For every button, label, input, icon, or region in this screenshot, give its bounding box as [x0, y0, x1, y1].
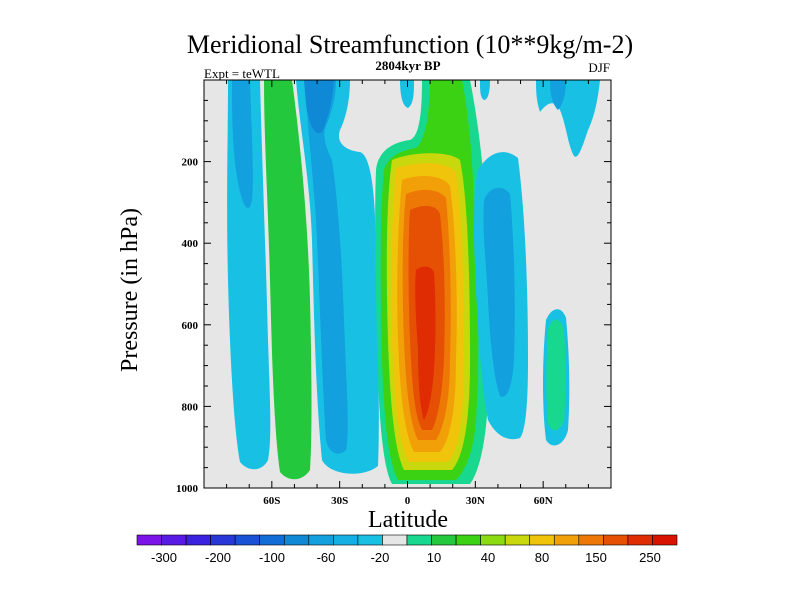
colorbar-swatch: [283, 534, 310, 546]
colorbar-swatch: [382, 534, 408, 546]
y-tick-label: 400: [182, 238, 199, 250]
contour-sh-tropical-blue-core: [304, 80, 334, 134]
chart-left-label: Expt = teWTL: [204, 66, 280, 81]
contour-eq-upper-cyan: [400, 80, 414, 108]
contour-nh-high-upper-blue: [550, 80, 566, 110]
contour-sh-green: [264, 80, 312, 480]
colorbar-swatch: [504, 534, 531, 546]
contour-nh-level300: [415, 266, 436, 420]
plot-area: [204, 80, 611, 488]
colorbar-swatch: [210, 534, 236, 546]
colorbar-label: -20: [371, 550, 390, 565]
colorbar-swatch: [480, 534, 506, 546]
colorbar-swatch: [603, 534, 629, 546]
colorbar-swatch: [136, 534, 162, 546]
colorbar-swatch: [578, 534, 604, 546]
colorbar-swatch: [652, 534, 678, 546]
x-axis-label: Latitude: [368, 507, 448, 533]
colorbar-swatch: [185, 534, 211, 546]
y-tick-label: 200: [182, 157, 199, 169]
chart-right-label: DJF: [588, 60, 610, 75]
contour-sh-polar-blue: [232, 80, 253, 209]
colorbar-label: 40: [481, 550, 495, 565]
colorbar-swatch: [627, 534, 653, 546]
colorbar-swatch: [406, 534, 432, 546]
colorbar-swatch: [234, 534, 261, 546]
contour-nh-subtropical-blue: [483, 187, 515, 397]
colorbar-label: 80: [535, 550, 549, 565]
x-tick-label: 60N: [534, 495, 553, 507]
x-tick-label: 30N: [466, 495, 485, 507]
colorbar-swatch: [529, 534, 555, 546]
contour-nh-high-upper-cyan: [536, 80, 600, 157]
colorbar-swatch: [455, 534, 481, 546]
colorbar-label: -100: [259, 550, 285, 565]
y-tick-label: 600: [182, 320, 199, 332]
colorbar-label: -300: [151, 550, 177, 565]
y-tick-label: 800: [182, 401, 199, 413]
x-tick-label: 30S: [331, 495, 348, 507]
colorbar-swatch: [161, 534, 187, 546]
chart-subtitle: 2804kyr BP: [375, 58, 440, 73]
colorbar-swatch: [553, 534, 580, 546]
x-tick-label: 0: [405, 495, 411, 507]
y-axis-label: Pressure (in hPa): [117, 208, 143, 372]
colorbar-label: 250: [639, 550, 661, 565]
colorbar-swatch: [431, 534, 457, 546]
colorbar-swatch: [357, 534, 383, 546]
colorbar-label: -60: [317, 550, 336, 565]
colorbar: -300 -200 -100 -60 -20 10 40 80 150 250: [136, 534, 678, 565]
chart-title: Meridional Streamfunction (10**9kg/m-2): [187, 30, 633, 59]
colorbar-swatch: [308, 534, 334, 546]
colorbar-swatch: [333, 534, 359, 546]
y-axis: 200 400 600 800 1000: [176, 79, 611, 495]
colorbar-label: 10: [427, 550, 441, 565]
y-tick-label: 1000: [176, 483, 199, 495]
contour-nh-upper-strip: [480, 80, 490, 100]
colorbar-swatch: [259, 534, 285, 546]
x-tick-label: 60S: [263, 495, 280, 507]
x-axis: 60S 30S 0 30N 60N: [203, 80, 612, 507]
colorbar-label: 150: [585, 550, 607, 565]
colorbar-label: -200: [205, 550, 231, 565]
contour-nh-high-low-green: [546, 319, 566, 431]
contour-sh-subtropical-blue: [306, 80, 348, 454]
